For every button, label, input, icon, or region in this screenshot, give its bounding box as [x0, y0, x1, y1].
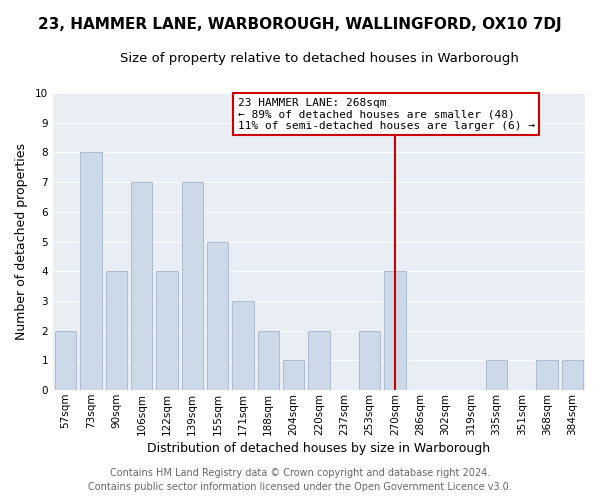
X-axis label: Distribution of detached houses by size in Warborough: Distribution of detached houses by size …: [148, 442, 491, 455]
Bar: [131, 182, 152, 390]
Bar: [308, 330, 330, 390]
Text: Contains HM Land Registry data © Crown copyright and database right 2024.
Contai: Contains HM Land Registry data © Crown c…: [88, 468, 512, 492]
Bar: [106, 272, 127, 390]
Bar: [182, 182, 203, 390]
Bar: [232, 301, 254, 390]
Bar: [384, 272, 406, 390]
Bar: [283, 360, 304, 390]
Title: Size of property relative to detached houses in Warborough: Size of property relative to detached ho…: [119, 52, 518, 66]
Text: 23, HAMMER LANE, WARBOROUGH, WALLINGFORD, OX10 7DJ: 23, HAMMER LANE, WARBOROUGH, WALLINGFORD…: [38, 18, 562, 32]
Bar: [156, 272, 178, 390]
Bar: [55, 330, 76, 390]
Bar: [359, 330, 380, 390]
Bar: [485, 360, 507, 390]
Bar: [207, 242, 229, 390]
Bar: [562, 360, 583, 390]
Bar: [536, 360, 558, 390]
Bar: [80, 152, 102, 390]
Bar: [257, 330, 279, 390]
Y-axis label: Number of detached properties: Number of detached properties: [15, 143, 28, 340]
Text: 23 HAMMER LANE: 268sqm
← 89% of detached houses are smaller (48)
11% of semi-det: 23 HAMMER LANE: 268sqm ← 89% of detached…: [238, 98, 535, 130]
